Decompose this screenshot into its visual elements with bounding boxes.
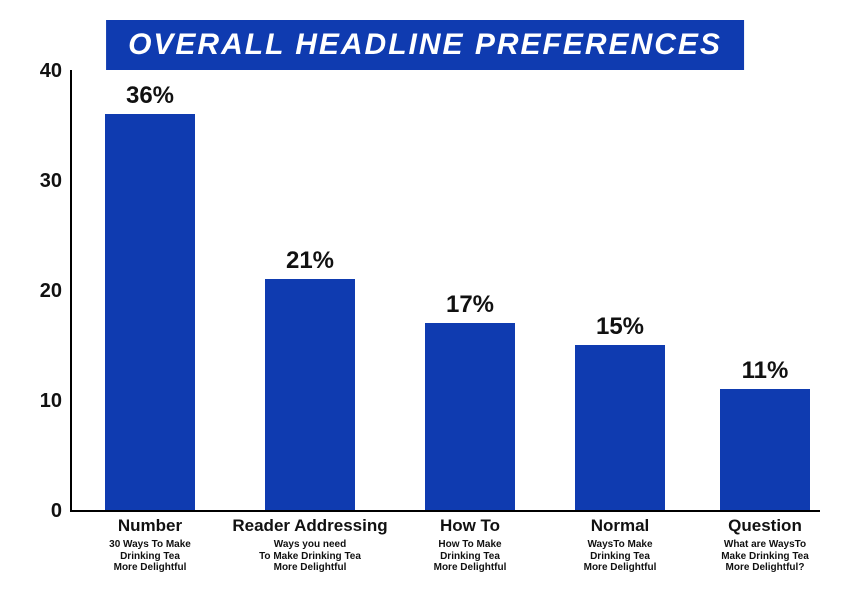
y-axis-line (70, 70, 72, 510)
value-label-normal: 15% (545, 313, 695, 341)
bar-reader (265, 279, 355, 510)
value-label-number: 36% (75, 82, 225, 110)
bar-normal (575, 345, 665, 510)
y-tick-30: 30 (30, 170, 62, 193)
chart-title: OVERALL HEADLINE PREFERENCES (106, 20, 744, 70)
bar-number (105, 114, 195, 510)
bar-question (720, 389, 810, 510)
category-question: Question (675, 516, 850, 536)
category-number: Number (60, 516, 240, 536)
subtext-reader: Ways you needTo Make Drinking TeaMore De… (220, 539, 400, 574)
value-label-question: 11% (690, 357, 840, 385)
y-tick-10: 10 (30, 390, 62, 413)
subtext-number: 30 Ways To MakeDrinking TeaMore Delightf… (60, 539, 240, 574)
category-reader: Reader Addressing (220, 516, 400, 536)
y-tick-40: 40 (30, 60, 62, 83)
bar-howto (425, 323, 515, 510)
y-tick-20: 20 (30, 280, 62, 303)
x-axis-line (70, 510, 820, 512)
y-tick-0: 0 (30, 500, 62, 523)
value-label-howto: 17% (395, 291, 545, 319)
value-label-reader: 21% (235, 247, 385, 275)
subtext-question: What are WaysToMake Drinking TeaMore Del… (675, 539, 850, 574)
chart-canvas: OVERALL HEADLINE PREFERENCES 40 30 20 10… (0, 0, 850, 593)
